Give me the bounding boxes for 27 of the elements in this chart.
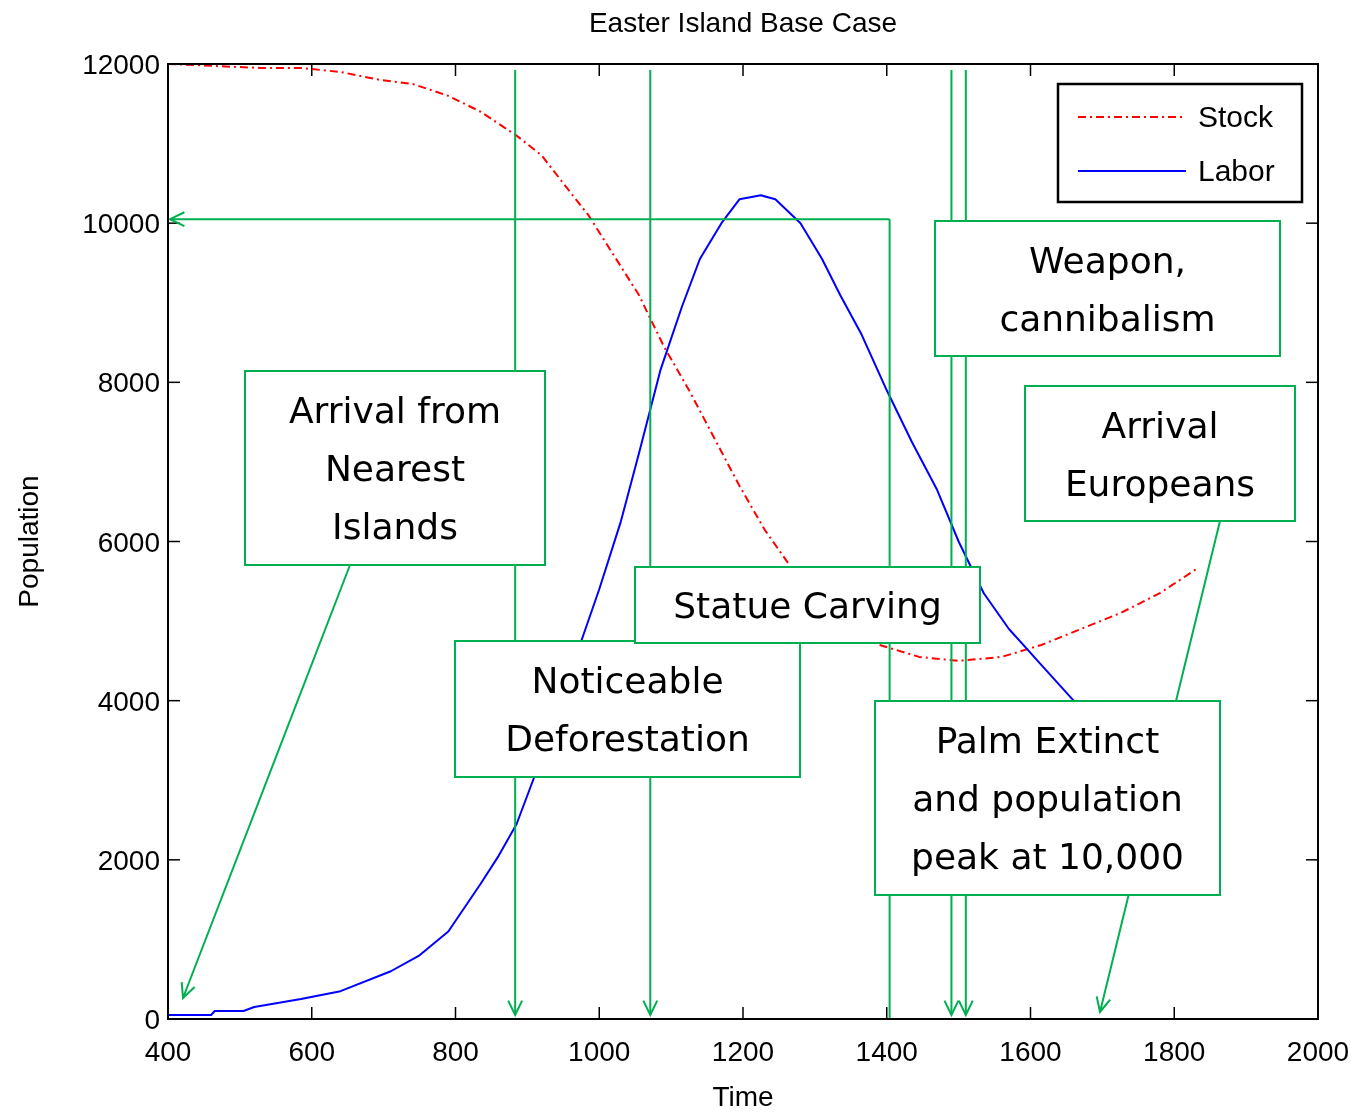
legend-label: Stock	[1198, 100, 1275, 133]
annotation: Noticeable Deforestation	[505, 660, 750, 759]
x-tick-label: 1000	[568, 1036, 631, 1067]
x-axis-title: Time	[712, 1081, 774, 1112]
x-tick-label: 600	[288, 1036, 336, 1067]
y-tick-label: 0	[144, 1004, 160, 1035]
y-tick-label: 4000	[97, 685, 160, 717]
annotation: Palm Extinct and population peak at 10,000	[911, 720, 1184, 877]
chart-title: Easter Island Base Case	[588, 7, 898, 38]
x-tick-label: 2000	[1286, 1036, 1350, 1067]
y-tick-label: 2000	[97, 844, 160, 876]
annotation: Arrival from Nearest Islands	[288, 390, 502, 547]
y-axis-title: Population	[13, 475, 44, 608]
x-tick-label: 1800	[1143, 1036, 1206, 1067]
annotation: Arrival Europeans	[1064, 404, 1256, 504]
y-tick-label: 8000	[97, 367, 160, 399]
y-tick-label: 6000	[97, 526, 160, 558]
y-tick-label: 10000	[82, 208, 160, 240]
x-tick-label: 1200	[711, 1036, 775, 1067]
annotation: Statue Carving	[673, 585, 942, 626]
x-tick-label: 800	[432, 1036, 479, 1067]
x-tick-label: 1400	[855, 1036, 918, 1067]
x-tick-label: 400	[144, 1036, 192, 1067]
x-tick-label: 1600	[999, 1036, 1062, 1067]
y-tick-label: 12000	[82, 49, 160, 80]
legend-label: Labor	[1198, 154, 1275, 187]
annotation: Weapon, cannibalism	[999, 239, 1216, 339]
